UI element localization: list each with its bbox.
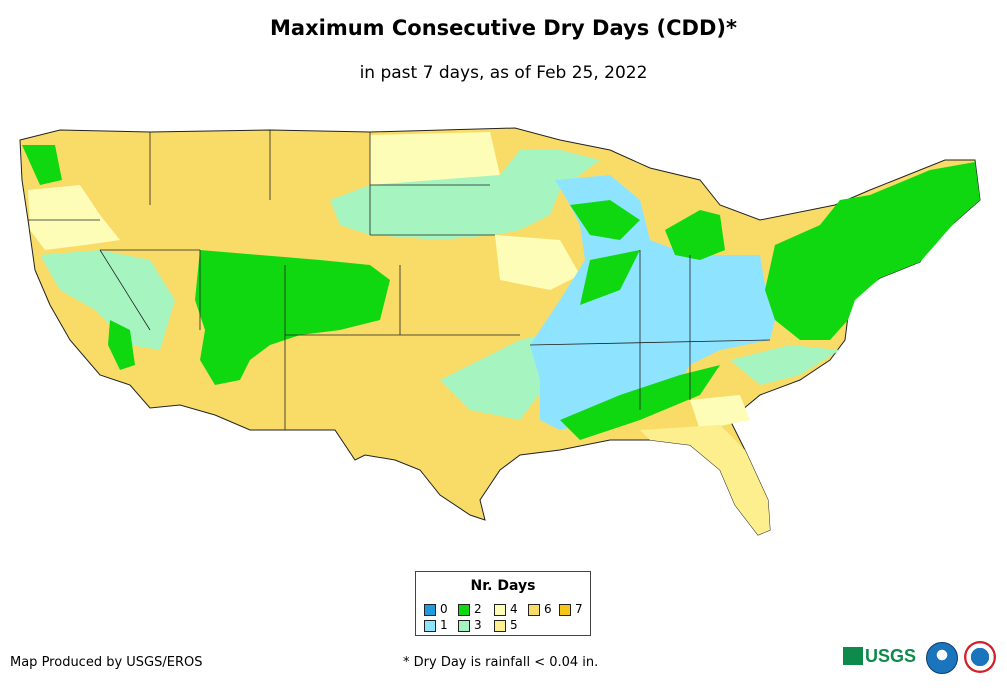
usgs-wave-icon (843, 647, 863, 665)
noaa-logo-icon (926, 642, 958, 674)
credit-text: Map Produced by USGS/EROS (10, 655, 203, 670)
map-title: Maximum Consecutive Dry Days (CDD)* (270, 16, 737, 40)
region-pale-yellow-northwest (28, 185, 120, 250)
region-light-green-south (440, 330, 560, 420)
legend-swatch-3 (458, 619, 470, 632)
legend-swatch-1 (424, 619, 436, 632)
legend-item-3: 3 (458, 619, 482, 632)
state-borders (28, 130, 771, 430)
region-light-green-nevada (40, 250, 175, 350)
legend-item-7: 7 (559, 603, 583, 616)
legend-item-2: 2 (458, 603, 482, 616)
legend-item-5: 5 (494, 619, 518, 632)
us-cdd-map (19, 127, 981, 536)
region-cyan-1day (530, 175, 780, 430)
region-green-michigan (665, 210, 725, 260)
region-yellow-5day-southeast (640, 425, 770, 535)
usgs-logo-text: USGS (865, 645, 917, 666)
region-pale-yellow-southeast (690, 395, 750, 430)
legend-label-7: 7 (575, 602, 583, 616)
region-green-california (108, 320, 135, 370)
legend-swatch-0 (424, 603, 436, 616)
region-green-illinois-streak (580, 250, 640, 305)
usgs-logo: USGS (843, 643, 919, 669)
legend-item-4: 4 (494, 603, 518, 616)
legend-label-1: 1 (440, 618, 448, 632)
legend-label-0: 0 (440, 602, 448, 616)
legend-swatch-2 (458, 603, 470, 616)
region-green-northeast (765, 162, 980, 340)
legend-label-2: 2 (474, 602, 482, 616)
region-light-green-carolinas (730, 345, 840, 385)
legend-swatch-7 (559, 603, 571, 616)
legend-label-3: 3 (474, 618, 482, 632)
legend-item-1: 1 (424, 619, 448, 632)
legend-label-4: 4 (510, 602, 518, 616)
footnote-text: * Dry Day is rainfall < 0.04 in. (403, 655, 599, 670)
legend-label-5: 5 (510, 618, 518, 632)
legend-label-6: 6 (544, 602, 552, 616)
region-green-rockies (195, 250, 390, 385)
legend-swatch-5 (494, 619, 506, 632)
region-light-green-plains (330, 150, 600, 240)
legend-swatch-4 (494, 603, 506, 616)
legend-swatch-6 (528, 603, 540, 616)
nws-logo-icon (964, 641, 996, 673)
region-green-washington (22, 145, 62, 185)
legend: Nr. Days 0 1 2 3 4 5 6 7 (415, 571, 591, 636)
legend-title: Nr. Days (470, 578, 536, 594)
region-pale-yellow-north (370, 132, 500, 190)
region-pale-yellow-midwest (495, 235, 580, 290)
map-subtitle: in past 7 days, as of Feb 25, 2022 (359, 63, 648, 83)
region-green-wisconsin (570, 200, 640, 240)
legend-item-0: 0 (424, 603, 448, 616)
legend-item-6: 6 (528, 603, 552, 616)
